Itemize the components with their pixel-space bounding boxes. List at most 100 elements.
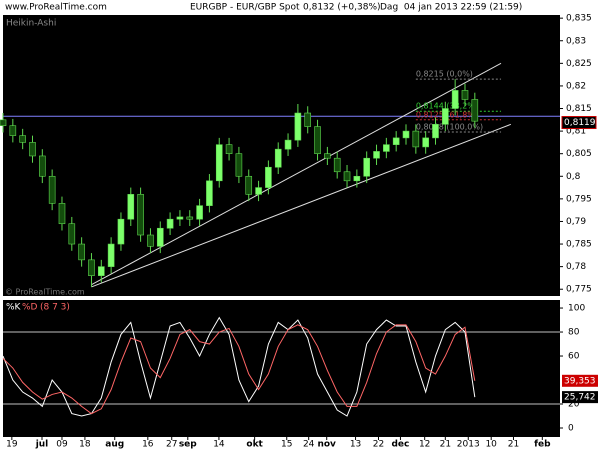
oscillator-line	[2, 324, 476, 415]
fib-label: 0,8144 (38,2%)	[416, 102, 478, 111]
candle-body	[68, 223, 76, 245]
y-tick-label: 80	[568, 328, 580, 338]
candle-body	[471, 99, 479, 122]
x-tick-label: 18	[79, 440, 91, 450]
x-tick-label: 2013	[457, 440, 480, 450]
x-tick-label: 19	[6, 440, 18, 450]
last-value-box	[562, 374, 598, 387]
candle-body	[176, 216, 184, 220]
candle-body	[304, 112, 312, 127]
fib-label: 0,8215 (0,0%)	[416, 70, 473, 79]
oscillator-panel	[3, 300, 560, 437]
candle-body	[97, 266, 105, 276]
candle-body	[373, 151, 380, 159]
candle-body	[196, 205, 203, 220]
candle-body	[383, 144, 390, 152]
quote: 0,8132 (+0,38%)	[303, 3, 381, 13]
y-tick-label: 100	[568, 304, 585, 314]
candle-body	[19, 135, 26, 143]
y-tick-label: 0,815	[566, 104, 592, 114]
candle-body	[451, 90, 459, 109]
x-tick-label: 15	[281, 440, 292, 450]
candle-body	[274, 148, 282, 168]
candle-body	[0, 119, 7, 126]
candle-body	[245, 175, 253, 195]
candle-body	[117, 218, 125, 245]
y-tick-label: 0,82	[566, 81, 586, 91]
candle-body	[363, 157, 370, 177]
legend-entry: %D	[22, 303, 38, 313]
candle-body	[324, 153, 331, 159]
candle-body	[166, 218, 174, 229]
timestamp: Dag 04 jan 2013 22:59 (21:59)	[380, 3, 522, 13]
watermark: © ProRealTime.com	[5, 288, 85, 297]
x-tick-label: nov	[317, 440, 336, 450]
last-value-label: 25,742	[564, 393, 596, 403]
candle-body	[432, 124, 439, 139]
x-tick-label: 27	[166, 440, 177, 450]
candle-body	[255, 187, 262, 195]
y-tick-label: 0,835	[566, 14, 592, 24]
last-price-box	[561, 116, 597, 130]
fib-label: 0,8098 (100,0%)	[416, 123, 483, 132]
y-tick-label: 0	[568, 424, 574, 434]
candle-body	[353, 175, 361, 182]
candle-body	[215, 144, 223, 182]
x-tick-label: 22	[373, 440, 384, 450]
candle-body	[461, 90, 469, 100]
candle-body	[39, 155, 46, 177]
candle-body	[392, 137, 400, 145]
x-tick-label: 21	[508, 440, 519, 450]
x-tick-label: sep	[179, 440, 197, 450]
candle-body	[314, 126, 321, 154]
candle-body	[186, 216, 194, 220]
candle-body	[78, 243, 85, 261]
candle-body	[412, 130, 420, 148]
instrument: EURGBP - EUR/GBP Spot	[190, 3, 300, 13]
chart-subtitle: Heikin-Ashi	[6, 19, 56, 29]
y-tick-label: 0,825	[566, 59, 592, 69]
legend-note: (8 7 3)	[40, 303, 70, 313]
y-tick-label: 0,83	[566, 36, 586, 46]
y-tick-label: 0,8	[566, 172, 581, 182]
x-tick-label: 21	[440, 440, 451, 450]
y-tick-label: 60	[568, 352, 580, 362]
x-tick-label: 24	[303, 440, 315, 450]
y-tick-label: 0,795	[566, 194, 592, 204]
y-tick-label: 0,805	[566, 149, 592, 159]
last-value-label: 39,353	[564, 376, 596, 386]
y-tick-label: 0,775	[566, 285, 592, 295]
candle-body	[58, 203, 66, 225]
candle-body	[225, 144, 233, 154]
y-tick-label: 0,81	[566, 127, 586, 137]
candle-body	[156, 227, 164, 247]
candle-body	[127, 194, 135, 220]
candle-body	[333, 157, 341, 173]
candle-body	[442, 108, 449, 125]
candle-body	[137, 194, 144, 236]
trendline	[91, 62, 502, 286]
candle-body	[107, 243, 115, 267]
candle-body	[147, 234, 154, 247]
candle-body	[48, 175, 56, 204]
x-tick-label: okt	[246, 440, 263, 450]
candle-body	[88, 259, 95, 276]
candle-body	[235, 153, 243, 177]
candle-body	[284, 139, 292, 150]
candle-body	[9, 125, 17, 136]
trendline	[91, 123, 512, 288]
candle-body	[422, 137, 429, 148]
y-tick-label: 20	[568, 400, 580, 410]
oscillator-line	[2, 316, 476, 417]
x-tick-label: 16	[142, 440, 154, 450]
x-tick-label: 12	[419, 440, 430, 450]
x-tick-label: 10	[485, 440, 497, 450]
candle-body	[29, 142, 36, 157]
site: www.ProRealTime.com	[5, 3, 107, 13]
x-tick-label: aug	[105, 440, 124, 450]
y-tick-label: 0,785	[566, 240, 592, 250]
last-value-box	[562, 391, 598, 404]
x-tick-label: 09	[56, 440, 68, 450]
y-tick-label: 0,78	[566, 262, 586, 272]
x-tick-label: dec	[391, 440, 409, 450]
